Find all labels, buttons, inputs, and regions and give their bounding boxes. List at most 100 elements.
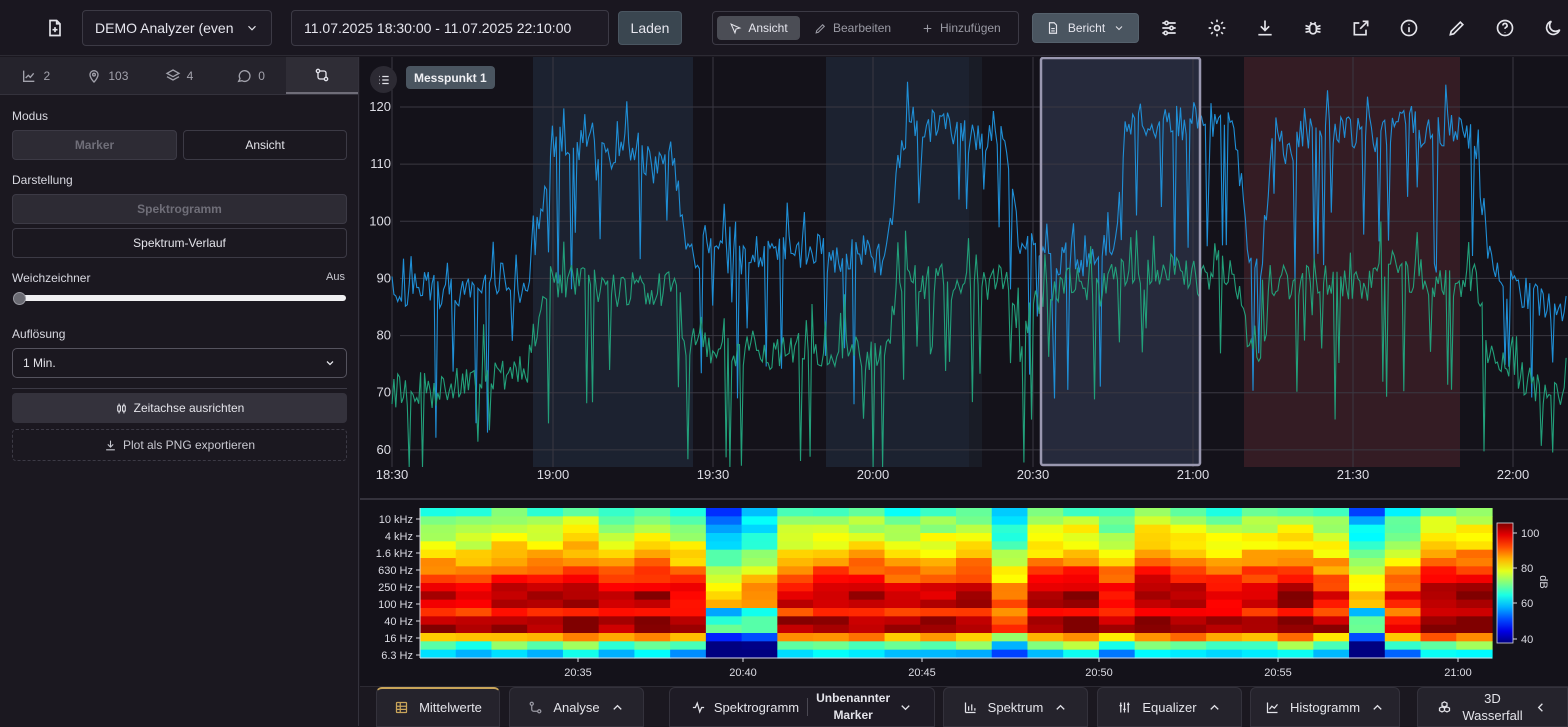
spektrum-tab[interactable]: Spektrum — [943, 687, 1088, 727]
pencil-icon[interactable] — [1441, 12, 1473, 44]
export-png-button[interactable]: Plot als PNG exportieren — [12, 429, 347, 461]
spectrogram-cell — [884, 633, 921, 642]
spectrogram-cell — [1349, 508, 1386, 517]
spectrogram-cell — [1206, 574, 1243, 584]
highlight-band-red — [1244, 57, 1460, 467]
load-button[interactable]: Laden — [618, 11, 682, 45]
spectrogram-chart[interactable]: 10 kHz 4 kHz 1.6 kHz 630 Hz 250 Hz 100 Hz 40 H… — [360, 502, 1568, 687]
weichzeichner-slider-thumb[interactable] — [13, 292, 26, 305]
mode-add-button[interactable]: Hinzufügen — [921, 16, 1001, 40]
spectrogram-cell — [455, 566, 493, 576]
spectrogram-cell — [848, 508, 886, 517]
spectrogram-cell — [1098, 533, 1136, 542]
x-tick-label-5: 21:00 — [1444, 667, 1472, 679]
spectrogram-cell — [1420, 533, 1457, 542]
spectrogram-cell — [848, 541, 886, 551]
spectrogram-cell — [848, 583, 886, 592]
spectrogram-cell — [705, 508, 743, 517]
x-tick-label-3: 20:50 — [1085, 667, 1113, 679]
spectrogram-cell — [634, 633, 671, 642]
spektrogramm-button[interactable]: Spektrogramm — [12, 194, 347, 224]
time-range-input[interactable]: 11.07.2025 18:30:00 - 11.07.2025 22:10:0… — [291, 10, 609, 46]
wasserfall-line1: 3D — [1484, 691, 1501, 706]
spectrogram-cell — [1313, 508, 1350, 517]
report-button[interactable]: Bericht — [1032, 13, 1139, 43]
spectrogram-cell — [848, 574, 886, 584]
spectrogram-cell — [848, 624, 886, 634]
bug-icon[interactable] — [1297, 12, 1329, 44]
spectrogram-cell — [1027, 583, 1064, 592]
new-file-icon[interactable] — [39, 12, 71, 44]
spectrogram-cell — [670, 649, 707, 659]
analyse-tab[interactable]: Analyse — [509, 687, 644, 727]
sliders-icon[interactable] — [1153, 12, 1185, 44]
aufloesung-select[interactable]: 1 Min. — [12, 348, 347, 378]
spectrogram-cell — [1456, 591, 1493, 601]
spectrogram-cell — [598, 583, 635, 592]
wasserfall-tab[interactable]: 3D Wasserfall — [1417, 687, 1568, 727]
info-icon[interactable] — [1393, 12, 1425, 44]
spectrogram-cell — [634, 591, 671, 601]
spectrogram-cell — [527, 549, 564, 559]
tab-analysis[interactable] — [286, 57, 358, 94]
band-0 — [533, 57, 693, 467]
modus-marker-button[interactable]: Marker — [12, 130, 177, 160]
equalizer-tab[interactable]: Equalizer — [1097, 687, 1242, 727]
spektrum-verlauf-button[interactable]: Spektrum-Verlauf — [12, 228, 347, 258]
tab-locations[interactable]: 103 — [72, 57, 144, 94]
spectrogram-cell — [1241, 599, 1279, 609]
spectrogram-cell — [634, 508, 671, 517]
tab-charts[interactable]: 2 — [0, 57, 72, 94]
spectrogram-cell — [1277, 516, 1314, 526]
spectrogram-cell — [920, 633, 957, 642]
mode-edit-button[interactable]: Bearbeiten — [814, 16, 891, 40]
spectrogram-cell — [1384, 533, 1422, 542]
spectrogram-cell — [634, 649, 671, 659]
moon-icon[interactable] — [1537, 12, 1568, 44]
plus-icon — [923, 24, 932, 32]
spectrogram-cell — [562, 599, 600, 609]
spectrogram-cell — [598, 541, 635, 551]
x-tick-label-2: 19:30 — [697, 467, 730, 482]
spectrogram-cell — [848, 566, 886, 576]
spectrogram-cell — [1170, 624, 1207, 634]
spectrogram-cell — [1206, 583, 1243, 592]
spectrogram-cell — [670, 583, 707, 592]
modus-view-button[interactable]: Ansicht — [183, 130, 347, 160]
external-link-icon[interactable] — [1345, 12, 1377, 44]
spectrogram-cell — [705, 616, 743, 626]
analyzer-select[interactable]: DEMO Analyzer (even — [82, 10, 272, 46]
help-icon[interactable] — [1489, 12, 1521, 44]
level-time-chart[interactable]: 60 70 80 90 100 110 120 18:30 19:00 19:30 20:00 20:… — [360, 57, 1568, 497]
weichzeichner-slider-track[interactable] — [14, 295, 346, 301]
align-timeaxis-button[interactable]: Zeitachse ausrichten — [12, 393, 347, 423]
selection-outline — [1039, 57, 1202, 467]
spectrogram-cell — [420, 633, 457, 642]
spectrogram-cell — [491, 549, 528, 559]
spectrogram-cell — [1170, 574, 1207, 584]
download-icon[interactable] — [1249, 12, 1281, 44]
spectrogram-cell — [741, 616, 778, 626]
spectrogram-cell — [1063, 574, 1100, 584]
mode-view-button[interactable]: Ansicht — [717, 16, 800, 40]
y-tick-label-5: 100 Hz — [378, 599, 413, 611]
spectrogram-cell — [991, 524, 1029, 534]
histogramm-tab[interactable]: Histogramm — [1250, 687, 1400, 727]
spektrogramm-tab[interactable]: Spektrogramm Unbenannter Marker — [669, 687, 935, 727]
marker-select[interactable]: Unbenannter Marker — [816, 690, 890, 724]
spectrogram-cell — [1027, 624, 1064, 634]
spectrogram-cell — [741, 633, 778, 642]
mittelwerte-tab[interactable]: Mittelwerte — [376, 687, 500, 727]
spectrogram-cell — [848, 533, 886, 542]
spectrogram-cell — [420, 599, 457, 609]
legend-tag[interactable]: Messpunkt 1 — [406, 66, 495, 89]
spectrogram-cell — [956, 583, 993, 592]
spectrogram-cell — [562, 558, 600, 567]
top-toolbar: DEMO Analyzer (even 11.07.2025 18:30:00 … — [0, 0, 1568, 56]
settings-icon[interactable] — [1201, 12, 1233, 44]
legend-toggle-button[interactable] — [370, 66, 397, 93]
tab-comments[interactable]: 0 — [215, 57, 287, 94]
spectrogram-cell — [1420, 616, 1457, 626]
spectrogram-cell — [956, 624, 993, 634]
tab-layers[interactable]: 4 — [143, 57, 215, 94]
